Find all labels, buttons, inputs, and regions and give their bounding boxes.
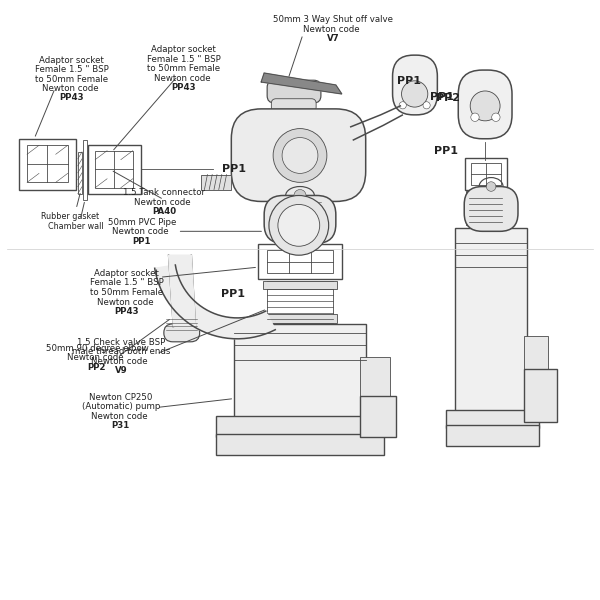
Bar — [88, 145, 140, 194]
Text: Newton code: Newton code — [91, 412, 151, 421]
Text: Newton code: Newton code — [42, 85, 101, 94]
Bar — [78, 152, 82, 194]
Text: Female 1.5 " BSP: Female 1.5 " BSP — [146, 55, 220, 64]
Bar — [267, 250, 333, 273]
Bar — [95, 151, 133, 188]
Text: to 50mm Female: to 50mm Female — [147, 64, 220, 73]
Text: (Automatic) pump: (Automatic) pump — [82, 402, 160, 411]
Circle shape — [282, 137, 318, 173]
Text: to 50mm Female: to 50mm Female — [35, 75, 109, 84]
Text: 50mm 3 Way Shut off valve: 50mm 3 Way Shut off valve — [273, 15, 393, 24]
Bar — [19, 139, 76, 190]
Circle shape — [279, 228, 289, 237]
Text: PP1: PP1 — [434, 146, 458, 155]
Bar — [83, 140, 87, 200]
FancyBboxPatch shape — [271, 99, 316, 112]
Text: Newton code: Newton code — [112, 227, 172, 236]
Text: V9: V9 — [115, 366, 127, 375]
Bar — [524, 336, 548, 371]
Text: PP1: PP1 — [221, 289, 245, 299]
Bar — [276, 200, 321, 220]
Polygon shape — [169, 255, 196, 327]
Text: Newton code: Newton code — [91, 356, 151, 365]
Text: PP43: PP43 — [59, 94, 84, 103]
Circle shape — [273, 128, 327, 182]
Text: PP1: PP1 — [430, 92, 454, 102]
Text: Newton code: Newton code — [303, 25, 362, 34]
Polygon shape — [155, 265, 275, 339]
FancyBboxPatch shape — [392, 55, 437, 115]
Text: PP1: PP1 — [133, 236, 151, 245]
FancyBboxPatch shape — [264, 196, 336, 243]
Text: PP43: PP43 — [171, 83, 196, 92]
Bar — [524, 368, 557, 422]
Bar — [455, 229, 527, 413]
Bar — [469, 191, 502, 226]
Text: to 50mm Female: to 50mm Female — [90, 288, 163, 297]
Text: PP2: PP2 — [88, 362, 106, 371]
Text: male thread both ends: male thread both ends — [71, 347, 170, 356]
Text: Female 1.5 " BSP: Female 1.5 " BSP — [90, 278, 164, 287]
FancyBboxPatch shape — [267, 80, 321, 103]
Circle shape — [487, 182, 496, 191]
Text: 1.5 Check valve BSP: 1.5 Check valve BSP — [77, 338, 165, 347]
Text: Female 1.5 " BSP: Female 1.5 " BSP — [35, 65, 109, 74]
Circle shape — [471, 113, 479, 121]
Text: Adaptor socket: Adaptor socket — [94, 269, 159, 278]
FancyBboxPatch shape — [164, 324, 200, 342]
Bar — [27, 145, 68, 182]
Circle shape — [399, 102, 406, 109]
Bar — [263, 281, 337, 289]
Bar — [466, 191, 505, 198]
Text: PP43: PP43 — [115, 307, 139, 316]
Circle shape — [294, 190, 306, 202]
Text: V7: V7 — [326, 34, 339, 43]
Bar — [360, 395, 395, 437]
Circle shape — [278, 205, 320, 246]
Text: PA40: PA40 — [152, 208, 176, 217]
Text: PP2: PP2 — [436, 93, 460, 103]
Text: Newton code: Newton code — [97, 298, 157, 307]
Bar — [217, 434, 383, 455]
Bar — [466, 218, 505, 226]
Text: PP1: PP1 — [397, 76, 421, 86]
Bar — [360, 357, 389, 398]
Circle shape — [470, 91, 500, 121]
Bar — [217, 416, 383, 437]
Bar — [267, 281, 333, 323]
Bar — [465, 158, 506, 190]
Text: Newton CP250: Newton CP250 — [89, 392, 152, 401]
Text: P31: P31 — [112, 421, 130, 430]
Text: Adaptor socket: Adaptor socket — [40, 56, 104, 65]
Circle shape — [492, 113, 500, 121]
Circle shape — [311, 228, 321, 237]
FancyBboxPatch shape — [464, 187, 518, 232]
Text: Newton code: Newton code — [154, 74, 213, 83]
Bar — [235, 324, 365, 419]
Text: Chamber wall: Chamber wall — [48, 223, 104, 232]
FancyBboxPatch shape — [458, 70, 512, 139]
Bar — [446, 410, 539, 428]
Bar — [258, 244, 342, 279]
Text: Newton code: Newton code — [134, 198, 194, 207]
Text: 50mm PVC Pipe: 50mm PVC Pipe — [107, 218, 176, 227]
Text: Rubber gasket: Rubber gasket — [41, 212, 99, 221]
Circle shape — [269, 196, 329, 255]
Bar — [446, 425, 539, 446]
Circle shape — [401, 81, 428, 107]
Text: 1.5 Tank connector: 1.5 Tank connector — [123, 188, 205, 197]
Text: PP1: PP1 — [223, 164, 247, 174]
Circle shape — [423, 102, 430, 109]
FancyBboxPatch shape — [232, 109, 365, 202]
Text: Newton code: Newton code — [67, 353, 127, 362]
Bar — [202, 175, 232, 190]
Text: 50mm 90 degree elbow: 50mm 90 degree elbow — [46, 344, 148, 353]
Text: Adaptor socket: Adaptor socket — [151, 45, 216, 54]
Bar — [263, 314, 337, 323]
Bar — [471, 163, 500, 185]
Polygon shape — [261, 73, 342, 94]
